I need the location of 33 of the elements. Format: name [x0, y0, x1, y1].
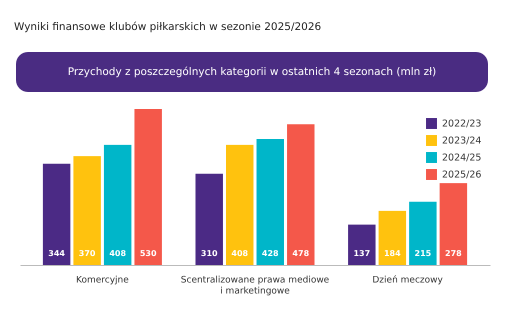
legend-label: 2025/26 [442, 170, 482, 180]
bar [42, 164, 70, 265]
data-label: 428 [262, 249, 280, 258]
bar [287, 124, 315, 265]
data-label: 408 [231, 249, 249, 258]
bar [104, 144, 132, 265]
bar [195, 174, 223, 265]
bar [134, 109, 162, 265]
data-label: 370 [78, 249, 96, 258]
data-label: 215 [414, 249, 432, 258]
bar [73, 156, 101, 265]
data-label: 310 [200, 249, 218, 258]
bar [378, 210, 406, 265]
data-label: 408 [109, 249, 126, 258]
bar [348, 224, 376, 265]
data-label: 184 [384, 249, 402, 258]
data-label: 530 [140, 249, 157, 258]
x-tick-label: Dzień meczowy [372, 274, 444, 286]
data-label: 478 [292, 249, 310, 258]
legend-label: 2023/24 [442, 136, 482, 146]
chart-subtitle: Przychody z poszczególnych kategorii w ostatnich 4 sezonach (mln zł) [16, 52, 488, 92]
bar [440, 183, 468, 265]
legend-label: 2024/25 [442, 152, 482, 164]
data-label: 344 [48, 249, 66, 258]
legend-label: 2022/23 [442, 118, 482, 130]
data-label: 278 [445, 249, 462, 258]
chart-title: Wyniki finansowe klubów piłkarskich w sezonie 2025/2026 [14, 21, 322, 33]
x-tick-label: Scentralizowane prawa mediowe i marketingowe [180, 276, 330, 296]
x-tick-label: Komercyjne [76, 276, 130, 286]
data-label: 137 [353, 249, 370, 258]
bar [409, 202, 437, 265]
bar [256, 139, 284, 265]
bar [226, 144, 254, 265]
